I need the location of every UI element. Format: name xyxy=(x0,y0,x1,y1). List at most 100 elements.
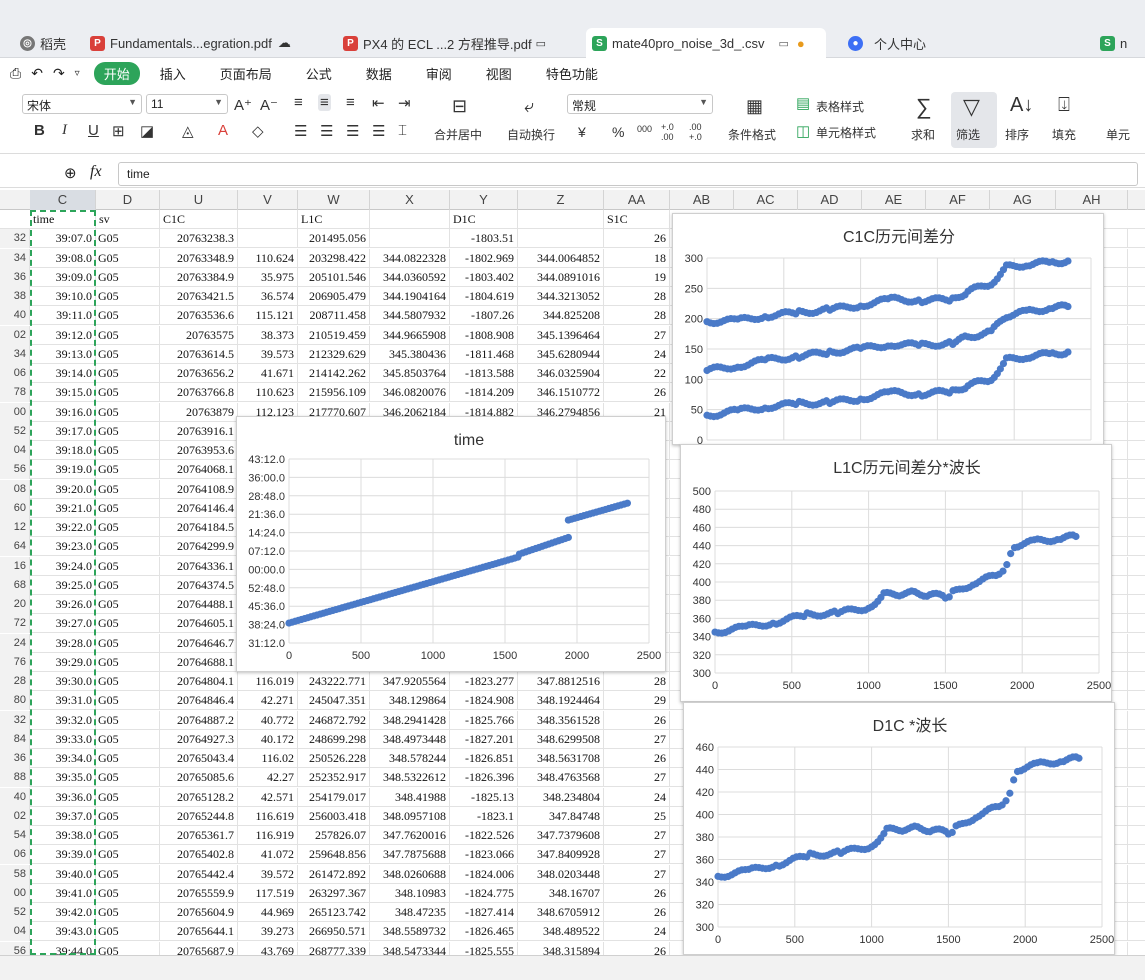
table-cell[interactable]: 20765442.4 xyxy=(160,865,238,884)
table-cell[interactable]: 20764108.9 xyxy=(160,480,238,499)
percent-button[interactable]: % xyxy=(612,124,625,140)
table-cell[interactable]: 18 xyxy=(604,249,670,268)
tab-fundamentals-pdf[interactable]: P Fundamentals...egration.pdf ☁ xyxy=(84,28,297,58)
justify-icon[interactable]: ☰ xyxy=(372,123,386,140)
table-cell[interactable]: G05 xyxy=(96,653,160,672)
table-cell[interactable]: 27 xyxy=(604,865,670,884)
table-cell[interactable]: 348.5322612 xyxy=(370,768,450,787)
distributed-icon[interactable]: ⌶ xyxy=(398,122,408,139)
row-number[interactable]: 12 xyxy=(0,518,30,537)
table-cell[interactable]: 19 xyxy=(604,268,670,287)
table-cell[interactable]: 347.7620016 xyxy=(370,826,450,845)
fx-icon[interactable]: fx xyxy=(90,163,102,180)
table-cell[interactable]: 20764336.1 xyxy=(160,557,238,576)
header-cell[interactable] xyxy=(518,210,604,229)
table-cell[interactable]: 39:16.0 xyxy=(30,403,96,422)
table-cell[interactable]: 26 xyxy=(604,383,670,402)
table-cell[interactable]: 39:26.0 xyxy=(30,595,96,614)
table-cell[interactable]: 20764299.9 xyxy=(160,537,238,556)
table-cell[interactable]: 115.121 xyxy=(238,306,298,325)
row-number[interactable]: 58 xyxy=(0,865,30,884)
table-cell[interactable]: -1813.588 xyxy=(450,364,518,383)
wrap-icon[interactable]: ⤶ xyxy=(524,96,535,116)
row-number[interactable]: 28 xyxy=(0,672,30,691)
row-number[interactable]: 20 xyxy=(0,595,30,614)
table-cell[interactable]: 42.27 xyxy=(238,768,298,787)
table-cell[interactable]: G05 xyxy=(96,557,160,576)
column-header-ab[interactable]: AB xyxy=(670,190,734,210)
table-cell[interactable]: 346.2794856 xyxy=(518,403,604,422)
table-cell[interactable]: 243222.771 xyxy=(298,672,370,691)
table-cell[interactable]: 205101.546 xyxy=(298,268,370,287)
table-cell[interactable]: 39:11.0 xyxy=(30,306,96,325)
bold-icon[interactable]: B xyxy=(34,122,45,139)
table-cell[interactable] xyxy=(1056,653,1128,672)
table-cell[interactable]: 20765604.9 xyxy=(160,903,238,922)
table-cell[interactable] xyxy=(604,460,670,479)
font-name-select[interactable]: 宋体 ▼ xyxy=(22,94,142,114)
table-cell[interactable]: 20763656.2 xyxy=(160,364,238,383)
table-cell[interactable]: 39:25.0 xyxy=(30,576,96,595)
table-cell[interactable]: G05 xyxy=(96,460,160,479)
table-cell[interactable]: G05 xyxy=(96,576,160,595)
table-cell[interactable]: 344.0064852 xyxy=(518,249,604,268)
table-cell[interactable]: 203298.422 xyxy=(298,249,370,268)
table-cell[interactable]: 39:34.0 xyxy=(30,749,96,768)
table-cell[interactable]: -1826.465 xyxy=(450,922,518,941)
row-number[interactable]: 06 xyxy=(0,364,30,383)
table-cell[interactable]: 39:27.0 xyxy=(30,614,96,633)
table-cell[interactable] xyxy=(1056,865,1128,884)
chart-c1c[interactable]: C1C历元间差分 300 250 200 150 100 50 0 xyxy=(672,213,1104,447)
table-cell[interactable]: 29 xyxy=(604,691,670,710)
table-cell[interactable] xyxy=(1056,749,1128,768)
table-cell[interactable]: 268777.339 xyxy=(298,942,370,955)
table-cell[interactable]: 43.769 xyxy=(238,942,298,955)
table-cell[interactable]: 39:22.0 xyxy=(30,518,96,537)
row-number[interactable]: 34 xyxy=(0,249,30,268)
table-cell[interactable]: 39.573 xyxy=(238,345,298,364)
table-cell[interactable] xyxy=(604,480,670,499)
table-cell[interactable]: 348.41988 xyxy=(370,788,450,807)
row-number[interactable]: 76 xyxy=(0,653,30,672)
table-cell[interactable]: 39:15.0 xyxy=(30,383,96,402)
currency-button[interactable]: ¥ xyxy=(578,124,586,140)
table-cell[interactable]: 348.0203448 xyxy=(518,865,604,884)
row-number[interactable]: 16 xyxy=(0,557,30,576)
table-cell[interactable]: -1824.775 xyxy=(450,884,518,903)
row-number[interactable]: 24 xyxy=(0,634,30,653)
table-cell[interactable]: 20764646.7 xyxy=(160,634,238,653)
table-cell[interactable]: 35.975 xyxy=(238,268,298,287)
table-cell[interactable]: 20765128.2 xyxy=(160,788,238,807)
table-cell[interactable] xyxy=(1056,826,1128,845)
tab-px4-pdf[interactable]: P PX4 的 ECL ...2 方程推导.pdf ▭ xyxy=(337,28,552,58)
table-cell[interactable]: 40.772 xyxy=(238,711,298,730)
increase-decimal-button[interactable]: +.0 .00 xyxy=(661,122,674,142)
table-cell[interactable]: 39:17.0 xyxy=(30,422,96,441)
table-cell[interactable] xyxy=(1056,422,1128,441)
column-header-v[interactable]: V xyxy=(238,190,298,210)
underline-icon[interactable]: U xyxy=(88,122,99,139)
table-cell[interactable] xyxy=(1056,287,1128,306)
indent-decrease-icon[interactable]: ⇤ xyxy=(372,95,385,112)
table-cell[interactable] xyxy=(604,576,670,595)
table-cell[interactable]: 348.16707 xyxy=(518,884,604,903)
table-cell[interactable]: 24 xyxy=(604,922,670,941)
table-cell[interactable]: -1814.209 xyxy=(450,383,518,402)
table-cell[interactable]: 20763766.8 xyxy=(160,383,238,402)
table-cell[interactable] xyxy=(604,595,670,614)
column-header-ag[interactable]: AG xyxy=(990,190,1056,210)
table-cell[interactable]: 348.489522 xyxy=(518,922,604,941)
column-header-w[interactable]: W xyxy=(298,190,370,210)
table-cell[interactable]: -1824.908 xyxy=(450,691,518,710)
row-number[interactable]: 56 xyxy=(0,942,30,955)
table-cell[interactable]: 20764488.1 xyxy=(160,595,238,614)
table-cell[interactable]: 344.9665908 xyxy=(370,326,450,345)
align-right-icon[interactable]: ☰ xyxy=(346,123,360,140)
chart-l1c[interactable]: L1C历元间差分*波长 500 480 460 440 420 400 380 360 340 32… xyxy=(680,444,1112,702)
table-cell[interactable]: 344.0360592 xyxy=(370,268,450,287)
row-number[interactable]: 02 xyxy=(0,326,30,345)
thousands-button[interactable]: 000 xyxy=(637,124,653,134)
table-cell[interactable]: G05 xyxy=(96,229,160,248)
decrease-font-icon[interactable]: A⁻ xyxy=(260,97,278,114)
table-cell[interactable]: 256003.418 xyxy=(298,807,370,826)
